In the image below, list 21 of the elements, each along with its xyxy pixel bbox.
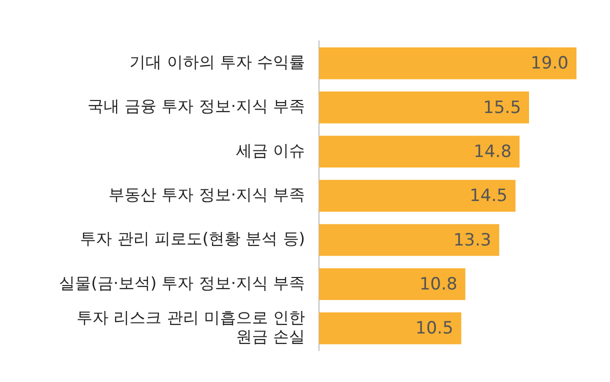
bar: [319, 224, 500, 256]
data-label: 15.5: [483, 98, 522, 118]
bar: [319, 312, 462, 344]
data-label: 10.5: [415, 318, 454, 339]
data-label: 19.0: [530, 54, 568, 74]
bar: [319, 47, 576, 80]
y-tick-label: 부동산 투자 정보·지식 부족: [108, 184, 305, 204]
y-tick-label: 실물(금·보석) 투자 정보·지식 부족: [59, 273, 305, 292]
y-tick-label: 투자 리스크 관리 미흡으로 인한 원금 손실: [76, 308, 305, 346]
bar: [319, 268, 466, 300]
y-tick-label: 투자 관리 피로도(현황 분석 등): [80, 229, 305, 248]
bar: [319, 92, 530, 124]
bar: [319, 136, 520, 168]
y-tick-label: 기대 이하의 투자 수익률: [130, 52, 305, 72]
data-label: 13.3: [453, 230, 492, 250]
bar: [319, 180, 516, 212]
y-tick-label: 세금 이슈: [236, 140, 305, 160]
data-label: 14.8: [474, 142, 512, 162]
y-tick-label: 국내 금융 투자 정보·지식 부족: [88, 96, 305, 116]
data-label: 14.5: [470, 186, 508, 206]
data-label: 10.8: [419, 274, 458, 295]
